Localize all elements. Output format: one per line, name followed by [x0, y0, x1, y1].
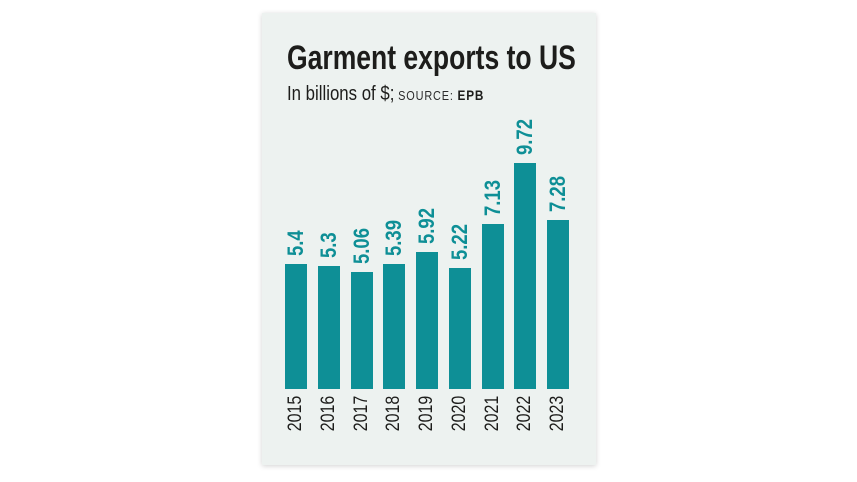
bar-2021 [482, 224, 504, 389]
chart-title: Garment exports to US [287, 39, 576, 77]
bar-2022 [514, 163, 536, 389]
bar-value-label: 5.3 [316, 168, 341, 258]
x-axis-label: 2023 [547, 396, 569, 456]
bar-value-text: 9.72 [512, 119, 537, 155]
x-axis-label: 2020 [449, 396, 471, 456]
x-axis-label-text: 2016 [318, 396, 339, 432]
bar-value-label: 7.13 [480, 126, 505, 216]
x-axis-label: 2017 [351, 396, 373, 456]
bar-value-label: 9.72 [512, 65, 537, 155]
chart-subtitle: In billions of $; SOURCE: EPB [287, 83, 484, 106]
bar-2018 [383, 264, 405, 389]
bar-chart-plot-area: 5.4 2015 5.3 2016 5.06 2017 5.39 2018 5.92 2019 5.… [262, 13, 596, 465]
source-value: EPB [457, 87, 485, 103]
bar-value-label: 5.92 [414, 154, 439, 244]
x-axis-label: 2021 [482, 396, 504, 456]
bar-value-text: 5.92 [414, 208, 439, 244]
bar-value-text: 5.06 [349, 228, 374, 264]
x-axis-label-text: 2017 [351, 396, 372, 432]
bar-value-text: 5.39 [381, 220, 406, 256]
bar-value-label: 5.39 [381, 166, 406, 256]
x-axis-label-text: 2022 [514, 396, 535, 432]
bar-value-text: 5.4 [283, 230, 308, 256]
x-axis-label: 2015 [285, 396, 307, 456]
bar-value-text: 5.22 [447, 224, 472, 260]
bar-2016 [318, 266, 340, 389]
bar-2023 [547, 220, 569, 389]
x-axis-label-text: 2015 [285, 396, 306, 432]
x-axis-label-text: 2023 [547, 396, 568, 432]
bar-value-text: 7.13 [480, 180, 505, 216]
bar-value-label: 7.28 [545, 122, 570, 212]
x-axis-label-text: 2019 [416, 396, 437, 432]
chart-card: Garment exports to US In billions of $; … [262, 13, 596, 465]
x-axis-label: 2016 [318, 396, 340, 456]
bar-2019 [416, 252, 438, 389]
x-axis-label-text: 2021 [482, 396, 503, 432]
bar-value-label: 5.06 [349, 174, 374, 264]
x-axis-label: 2019 [416, 396, 438, 456]
bar-value-label: 5.4 [283, 166, 308, 256]
bar-value-text: 5.3 [316, 232, 341, 258]
x-axis-label: 2022 [514, 396, 536, 456]
bar-value-label: 5.22 [447, 170, 472, 260]
bar-2015 [285, 264, 307, 389]
source-label: SOURCE: [398, 88, 454, 103]
chart-unit-label: In billions of $; [287, 83, 395, 105]
bar-2017 [351, 272, 373, 389]
x-axis-label: 2018 [383, 396, 405, 456]
bar-value-text: 7.28 [545, 176, 570, 212]
x-axis-label-text: 2020 [449, 396, 470, 432]
bar-2020 [449, 268, 471, 389]
x-axis-label-text: 2018 [383, 396, 404, 432]
